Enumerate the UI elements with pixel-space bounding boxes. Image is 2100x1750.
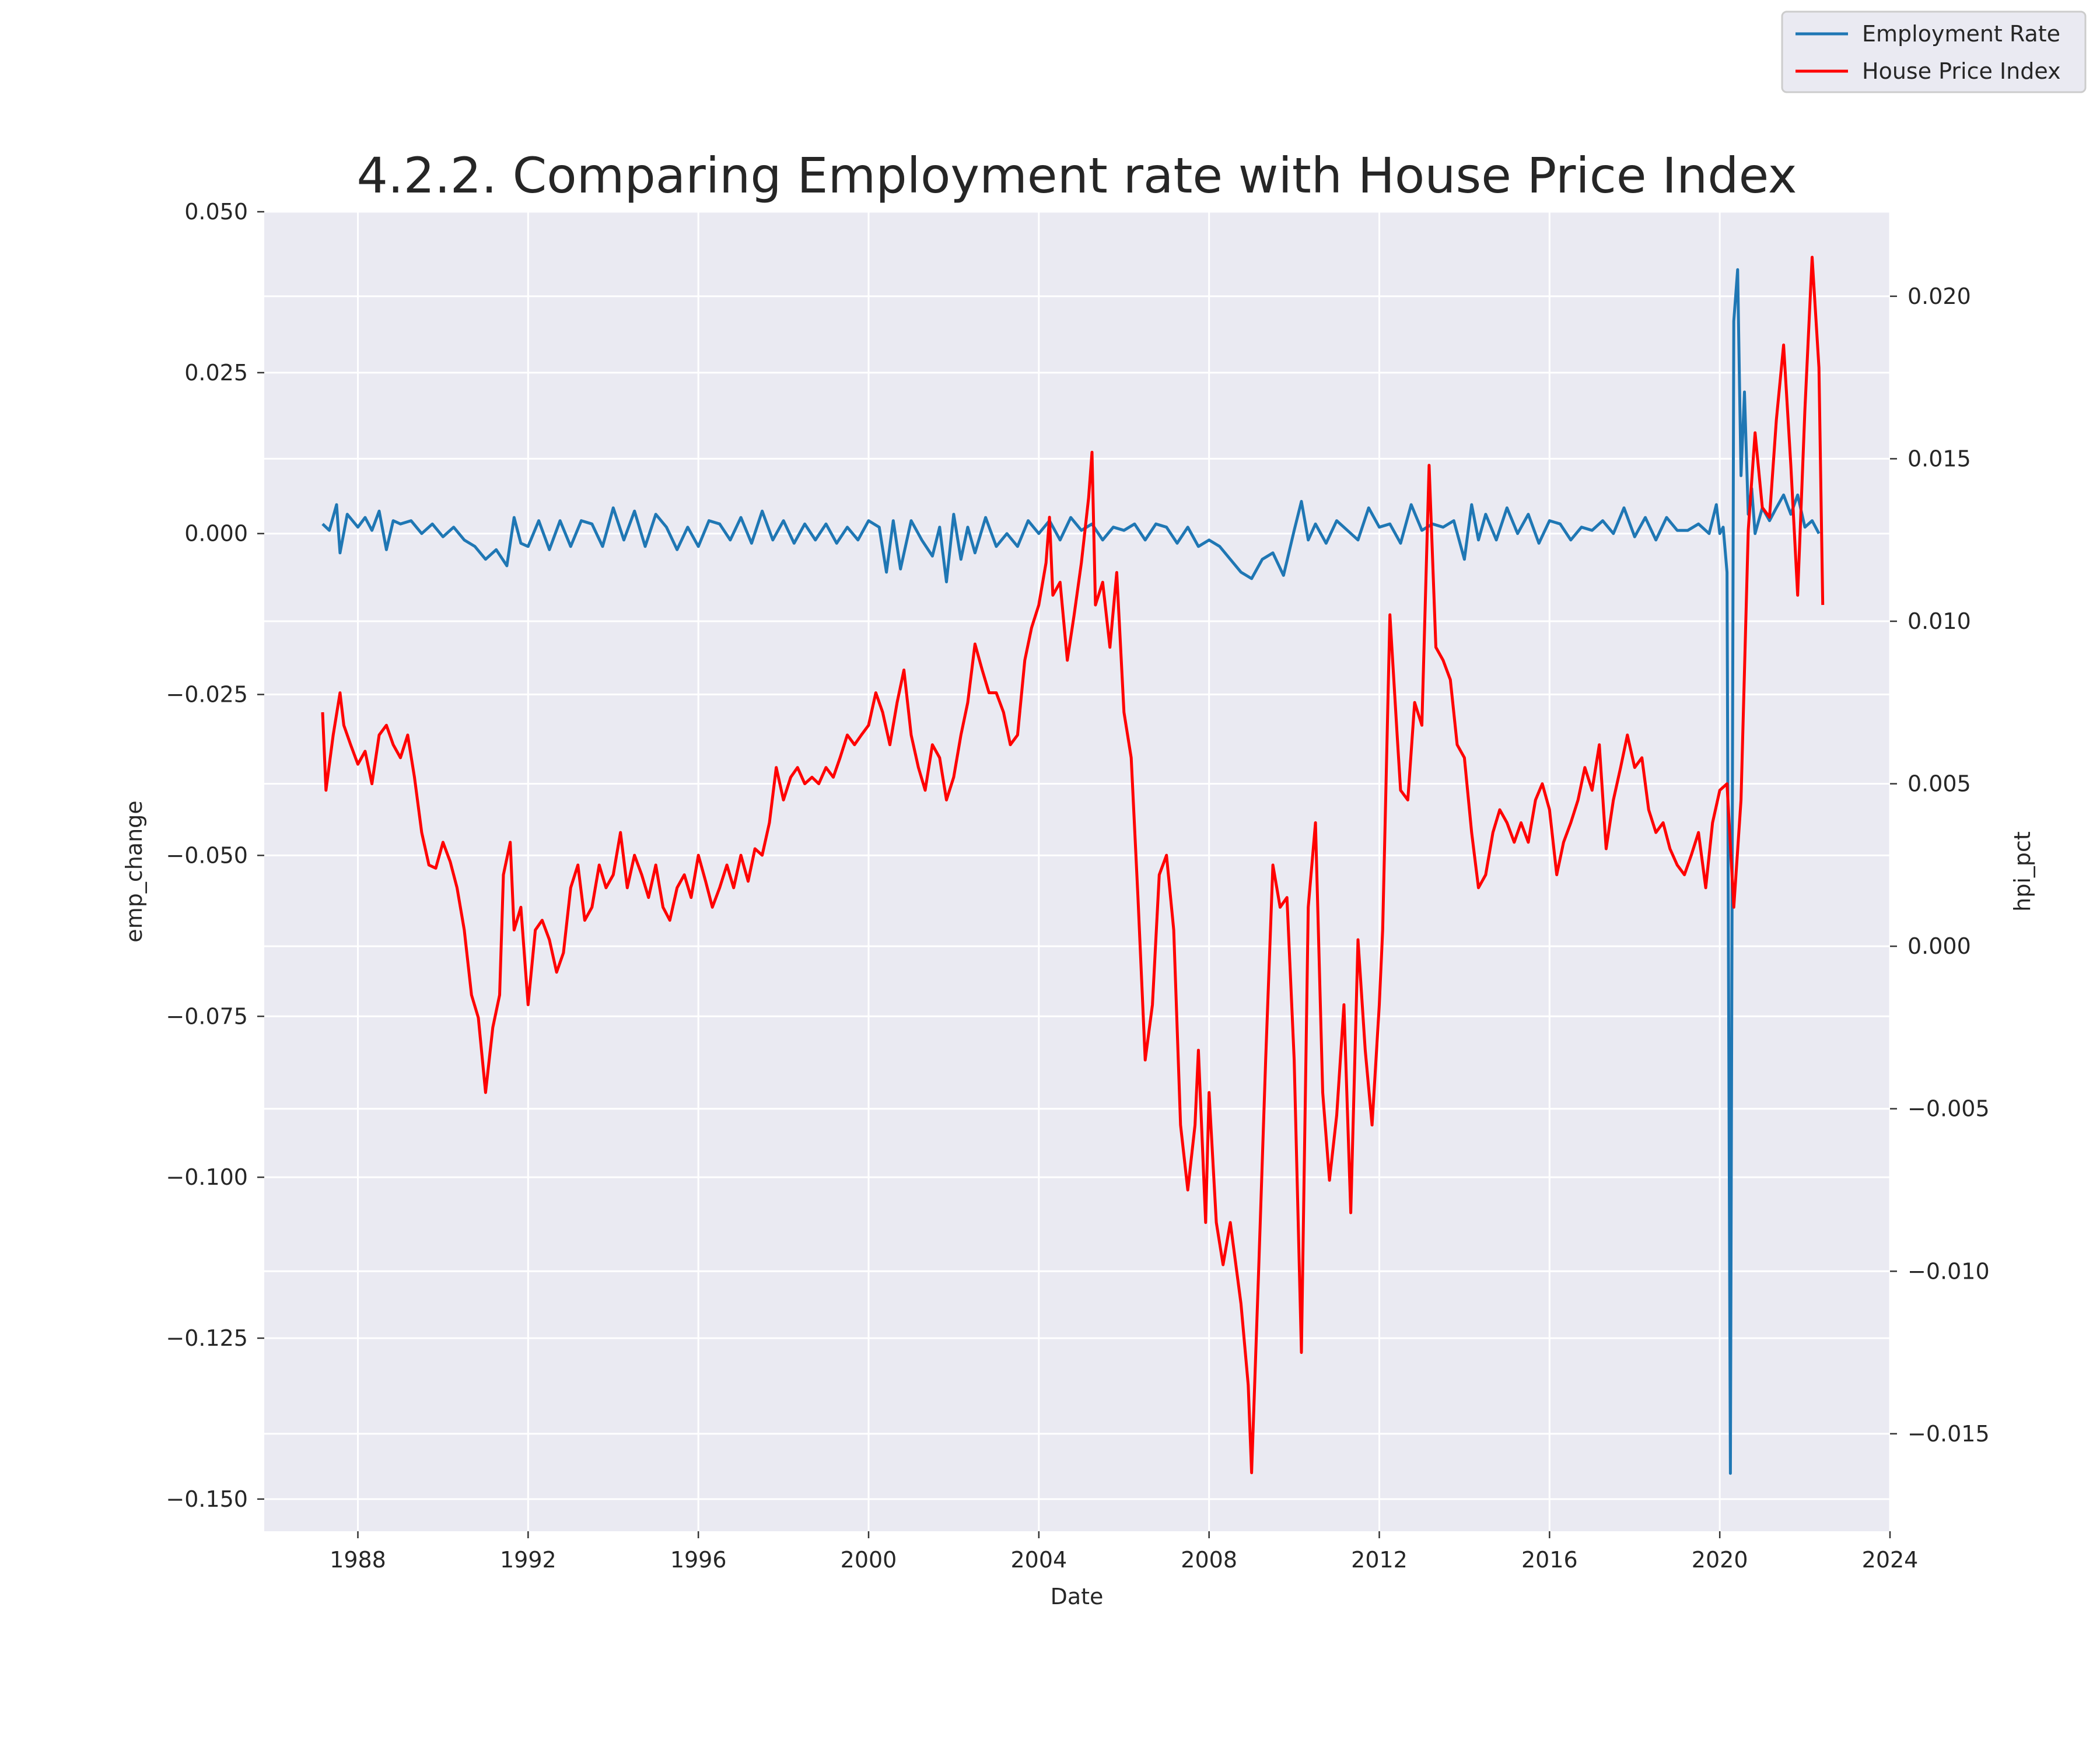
- y-axis-left-label: emp_change: [121, 800, 147, 942]
- y-left-tick-label: −0.125: [166, 1325, 248, 1351]
- y-left-tick-label: 0.000: [184, 521, 248, 547]
- series-line-house-price-index: [321, 256, 1825, 1475]
- plot-area: [264, 212, 1890, 1531]
- x-tick-label: 1992: [500, 1547, 556, 1573]
- y-right-tick-label: 0.015: [1908, 446, 1971, 471]
- chart-title: 4.2.2. Comparing Employment rate with Ho…: [356, 147, 1797, 204]
- y-left-tick-label: 0.050: [184, 199, 248, 225]
- y-right-tick-label: 0.005: [1908, 771, 1971, 797]
- y-left-tick-label: −0.050: [166, 842, 248, 868]
- y-right-tick-label: −0.010: [1908, 1258, 1990, 1284]
- legend: Employment Rate House Price Index: [1781, 10, 2087, 93]
- x-tick-label: 2008: [1181, 1547, 1237, 1573]
- series-layer: [321, 256, 1825, 1475]
- y-right-tick-label: −0.015: [1908, 1421, 1990, 1447]
- y-left-tick-label: −0.025: [166, 682, 248, 708]
- y-left-tick-label: −0.100: [166, 1164, 248, 1190]
- y-axis-right-label: hpi_pct: [2010, 831, 2035, 912]
- legend-label: House Price Index: [1862, 58, 2061, 84]
- x-tick-label: 1996: [670, 1547, 727, 1573]
- x-tick-label: 2020: [1692, 1547, 1748, 1573]
- x-axis-label: Date: [1051, 1584, 1104, 1609]
- y-left-tick-label: 0.025: [184, 360, 248, 386]
- x-tick-label: 2016: [1521, 1547, 1578, 1573]
- y-right-tick-label: 0.010: [1908, 608, 1971, 634]
- x-tick-label: 2024: [1862, 1547, 1919, 1573]
- x-tick-label: 1988: [330, 1547, 386, 1573]
- y-right-tick-label: −0.005: [1908, 1096, 1990, 1122]
- series-line-employment-rate: [321, 268, 1821, 1475]
- x-tick-label: 2000: [841, 1547, 897, 1573]
- x-tick-label: 2012: [1351, 1547, 1408, 1573]
- grid-layer: [264, 211, 1891, 1531]
- tick-layer: 1988 1992 1996 2000 2004 2008 2012 2016 2020 2024…: [166, 199, 1989, 1573]
- legend-box: [1781, 10, 2087, 93]
- y-left-tick-label: −0.150: [166, 1486, 248, 1512]
- legend-label: Employment Rate: [1862, 21, 2060, 47]
- y-right-tick-label: 0.020: [1908, 284, 1971, 309]
- x-tick-label: 2004: [1010, 1547, 1067, 1573]
- y-left-tick-label: −0.075: [166, 1003, 248, 1029]
- y-right-tick-label: 0.000: [1908, 933, 1971, 959]
